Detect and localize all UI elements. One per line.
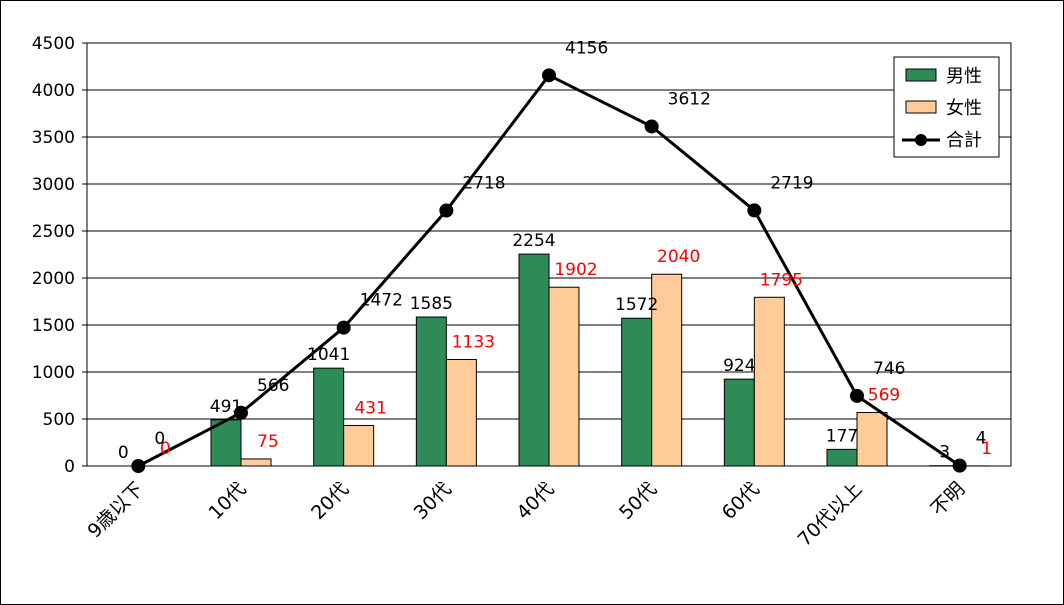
total-point bbox=[542, 68, 556, 83]
total-point bbox=[439, 203, 454, 218]
x-category-label: 50代 bbox=[615, 478, 661, 524]
legend-swatch-female bbox=[905, 100, 937, 114]
female-value-label: 1133 bbox=[452, 332, 495, 352]
bar-female bbox=[343, 424, 375, 467]
bar-female bbox=[240, 458, 272, 467]
bar-female bbox=[651, 273, 683, 467]
female-value-label: 569 bbox=[868, 386, 900, 406]
y-tick-label: 3000 bbox=[32, 175, 75, 195]
y-tick-label: 500 bbox=[43, 410, 75, 430]
bar-female bbox=[548, 286, 580, 467]
legend-swatch-male bbox=[905, 68, 937, 82]
y-tick-label: 0 bbox=[64, 457, 75, 477]
male-value-label: 1041 bbox=[307, 345, 350, 365]
total-value-label: 4 bbox=[976, 429, 987, 449]
bar-male bbox=[723, 378, 755, 467]
x-category-label: 30代 bbox=[410, 478, 456, 524]
male-value-label: 3 bbox=[939, 443, 950, 463]
total-value-label: 566 bbox=[257, 376, 289, 396]
total-value-label: 0 bbox=[154, 429, 165, 449]
x-category-label: 不明 bbox=[927, 478, 969, 520]
female-value-label: 2040 bbox=[657, 247, 700, 267]
y-tick-label: 4000 bbox=[32, 81, 75, 101]
y-axis-ticks: 0 500 1000 1500 2000 2500 3000 3500 4000 4500 bbox=[32, 34, 87, 477]
x-category-label: 9歳以下 bbox=[83, 478, 147, 542]
y-tick-label: 1500 bbox=[32, 316, 75, 336]
bar-male bbox=[415, 316, 447, 467]
x-category-label: 60代 bbox=[718, 478, 764, 524]
axes bbox=[86, 42, 1012, 467]
female-value-label: 431 bbox=[354, 398, 386, 418]
bar-female bbox=[445, 358, 477, 467]
female-value-label: 1902 bbox=[554, 260, 597, 280]
total-value-label: 3612 bbox=[668, 89, 711, 109]
total-value-label: 2718 bbox=[462, 174, 505, 194]
male-value-label: 1585 bbox=[410, 294, 453, 314]
plot-area-border bbox=[86, 42, 1012, 467]
bar-male bbox=[621, 317, 653, 467]
total-value-label: 1472 bbox=[360, 291, 403, 311]
male-value-label: 924 bbox=[723, 356, 755, 376]
total-value-label: 4156 bbox=[565, 38, 608, 58]
bar-male bbox=[518, 253, 550, 467]
male-value-label: 1572 bbox=[615, 295, 658, 315]
female-value-label: 75 bbox=[257, 432, 279, 452]
male-value-label: 0 bbox=[118, 443, 129, 463]
legend-label-total: 合計 bbox=[946, 130, 982, 151]
legend-label-male: 男性 bbox=[946, 66, 982, 87]
legend-label-female: 女性 bbox=[946, 98, 982, 119]
y-tick-label: 4500 bbox=[32, 34, 75, 54]
total-point bbox=[644, 119, 659, 134]
total-point bbox=[747, 203, 762, 218]
y-tick-label: 2500 bbox=[32, 222, 75, 242]
total-value-label: 746 bbox=[873, 359, 905, 379]
x-category-label: 70代以上 bbox=[794, 478, 867, 551]
bar-female bbox=[856, 412, 888, 467]
male-value-label: 177 bbox=[826, 426, 858, 446]
male-value-label: 491 bbox=[210, 397, 242, 417]
bar-male bbox=[826, 448, 858, 467]
total-point bbox=[850, 388, 864, 403]
female-value-label: 1795 bbox=[760, 270, 803, 290]
female-value-label: 1 bbox=[981, 439, 992, 459]
female-value-label: 0 bbox=[160, 439, 171, 459]
y-tick-label: 2000 bbox=[32, 269, 75, 289]
y-tick-label: 3500 bbox=[32, 128, 75, 148]
legend-swatch-total-marker bbox=[915, 134, 927, 146]
total-point bbox=[336, 320, 351, 335]
x-category-label: 20代 bbox=[307, 478, 353, 524]
male-value-label: 2254 bbox=[512, 231, 555, 251]
bar-male bbox=[313, 367, 345, 467]
x-category-label: 40代 bbox=[512, 478, 558, 524]
total-point bbox=[234, 405, 248, 420]
x-axis-categories: 9歳以下 10代 20代 30代 40代 50代 60代 70代以上 不明 bbox=[83, 478, 969, 551]
bar-female bbox=[753, 296, 785, 467]
x-category-label: 10代 bbox=[204, 478, 250, 524]
y-tick-label: 1000 bbox=[32, 363, 75, 383]
total-value-label: 2719 bbox=[770, 173, 813, 193]
